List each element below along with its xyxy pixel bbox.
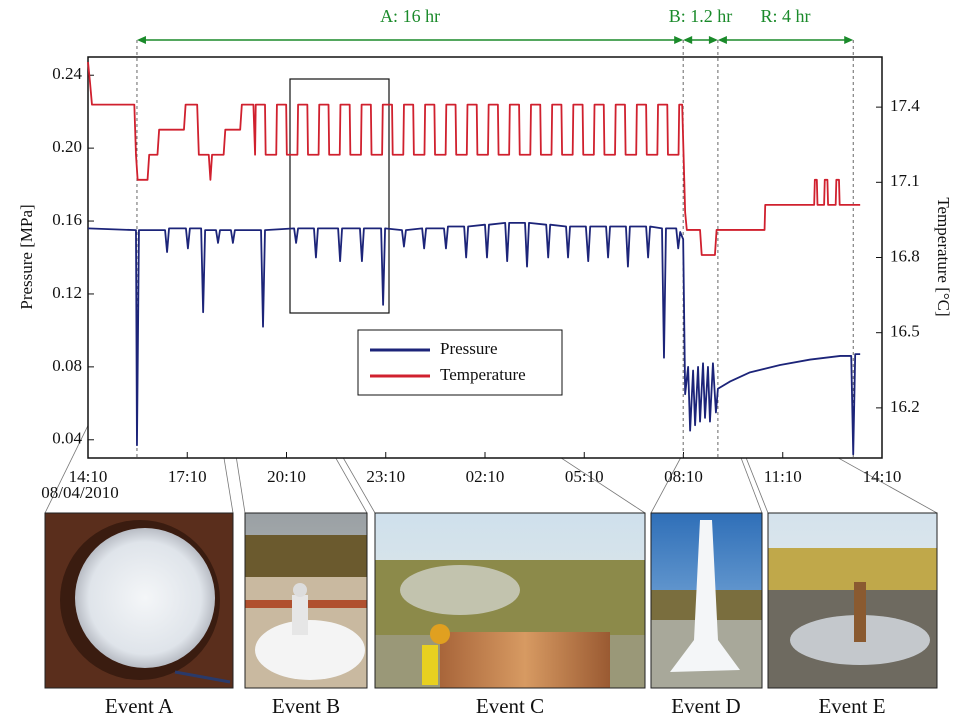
figure: Event A Event B Event C Event D Event E … bbox=[0, 0, 961, 719]
event-caption: Event A bbox=[105, 694, 174, 718]
plot-area bbox=[88, 57, 882, 458]
x-tick-label: 14:10 bbox=[863, 467, 902, 486]
y2-tick-label: 17.4 bbox=[890, 96, 920, 115]
x-tick-label: 05:10 bbox=[565, 467, 604, 486]
y-axis-label: Pressure [MPa] bbox=[17, 204, 36, 309]
y2-tick-label: 16.5 bbox=[890, 322, 920, 341]
event-caption: Event B bbox=[272, 694, 340, 718]
event-caption: Event E bbox=[818, 694, 885, 718]
photo-a bbox=[45, 513, 233, 688]
interval-label: B: 1.2 hr bbox=[669, 6, 733, 26]
x-tick-label: 08:10 bbox=[664, 467, 703, 486]
y2-tick-label: 16.2 bbox=[890, 397, 920, 416]
legend-label: Temperature bbox=[440, 365, 526, 384]
event-caption: Event D bbox=[671, 694, 740, 718]
y-tick-label: 0.12 bbox=[52, 283, 82, 302]
interval-label: R: 4 hr bbox=[761, 6, 811, 26]
y-tick-label: 0.24 bbox=[52, 64, 82, 83]
y2-tick-label: 17.1 bbox=[890, 171, 920, 190]
photo-d bbox=[651, 513, 762, 688]
photo-b bbox=[245, 513, 367, 688]
y2-axis-label: Temperature [°C] bbox=[934, 197, 953, 316]
x-tick-label: 02:10 bbox=[466, 467, 505, 486]
x-tick-label: 14:10 bbox=[69, 467, 108, 486]
legend-label: Pressure bbox=[440, 339, 498, 358]
x-tick-label: 23:10 bbox=[366, 467, 405, 486]
y-tick-label: 0.04 bbox=[52, 429, 82, 448]
event-caption: Event C bbox=[476, 694, 544, 718]
y-tick-label: 0.20 bbox=[52, 137, 82, 156]
photo-c bbox=[375, 513, 645, 688]
x-tick-label: 20:10 bbox=[267, 467, 306, 486]
interval-label: A: 16 hr bbox=[380, 6, 440, 26]
photo-e bbox=[768, 513, 937, 688]
x-tick-label: 17:10 bbox=[168, 467, 207, 486]
y-tick-label: 0.08 bbox=[52, 356, 82, 375]
y-tick-label: 0.16 bbox=[52, 210, 82, 229]
x-tick-label: 11:10 bbox=[764, 467, 802, 486]
y2-tick-label: 16.8 bbox=[890, 246, 920, 265]
